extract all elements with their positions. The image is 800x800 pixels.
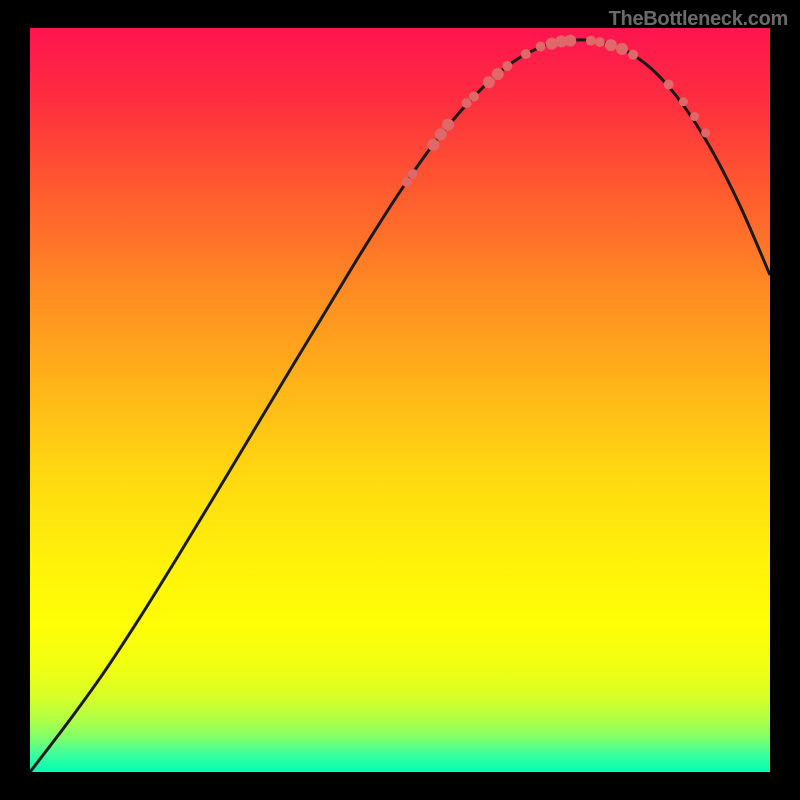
curve-marker	[690, 112, 699, 121]
curve-marker	[408, 169, 418, 179]
curve-marker	[492, 68, 504, 80]
curve-marker	[435, 128, 447, 140]
chart-plot-area	[30, 28, 770, 772]
watermark-text: TheBottleneck.com	[609, 8, 788, 31]
curve-marker	[595, 37, 605, 47]
curve-marker	[664, 80, 674, 90]
curve-marker	[586, 36, 596, 46]
curve-marker	[462, 98, 472, 108]
curve-marker	[679, 97, 688, 106]
curve-marker	[628, 50, 638, 60]
curve-marker	[469, 91, 479, 101]
curve-markers	[402, 35, 710, 187]
curve-marker	[502, 61, 512, 71]
curve-layer	[30, 28, 770, 772]
curve-marker	[616, 43, 628, 55]
curve-marker	[564, 35, 576, 47]
curve-marker	[605, 39, 617, 51]
curve-marker	[442, 119, 454, 131]
curve-marker	[521, 49, 531, 59]
curve-marker	[536, 42, 546, 52]
bottleneck-curve	[30, 40, 770, 772]
curve-marker	[402, 177, 412, 187]
curve-marker	[483, 76, 495, 88]
curve-marker	[427, 139, 439, 151]
curve-marker	[701, 128, 710, 137]
